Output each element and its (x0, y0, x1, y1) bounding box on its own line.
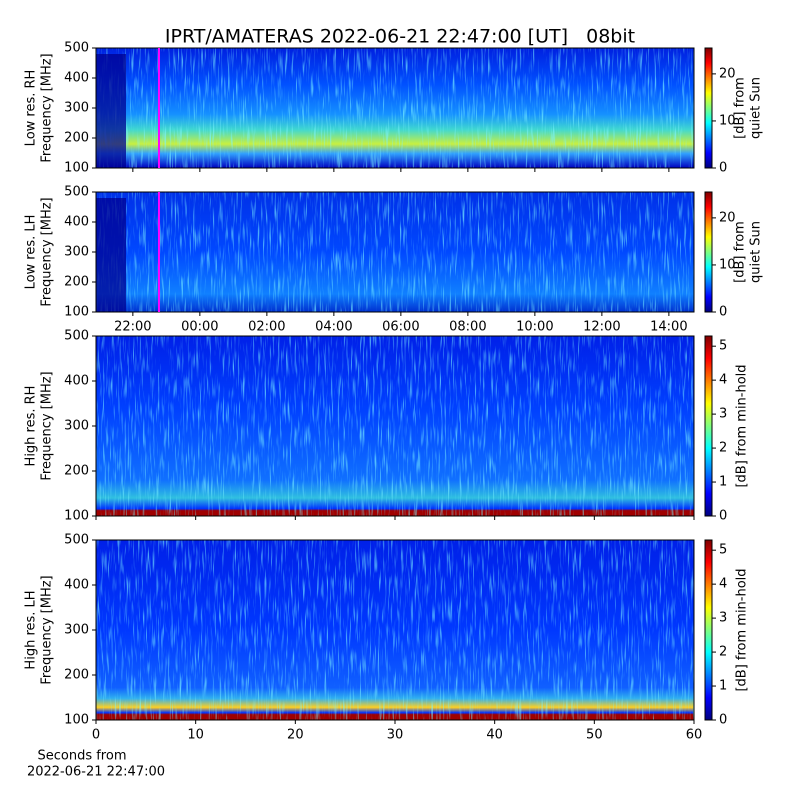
x-tick-label: 12:00 (583, 320, 620, 335)
y-tick-label: 300 (64, 419, 89, 434)
x-tick-label: 04:00 (315, 320, 352, 335)
x-tick-label: 60 (686, 728, 703, 743)
y-axis-label: Frequency [MHz] (40, 371, 55, 480)
colorbar-label: [dB] from (733, 77, 748, 139)
x-tick-label: 10 (187, 728, 204, 743)
y-axis-label: High res. RH (24, 386, 39, 467)
x-tick-label: 22:00 (114, 320, 151, 335)
colorbar-tick-label: 2 (719, 645, 727, 660)
colorbar-tick-label: 5 (719, 339, 727, 354)
spectrogram-texture (96, 192, 694, 312)
x-tick-label: 14:00 (650, 320, 687, 335)
colorbar-tick-label: 20 (719, 210, 736, 225)
colorbar-tick-label: 0 (719, 509, 727, 524)
colorbar-label: [dB] from (733, 221, 748, 283)
x-tick-label: 0 (92, 728, 100, 743)
x-tick-label: 08:00 (449, 320, 486, 335)
x-tick-label: 30 (387, 728, 404, 743)
x-axis-label: 2022-06-21 22:47:00 (27, 765, 165, 780)
x-axis-label: Seconds from (37, 749, 126, 764)
spectrogram-dark-band (96, 54, 126, 168)
spectrogram-texture (96, 540, 694, 720)
colorbar-tick-label: 0 (719, 713, 727, 728)
spectrogram-texture (96, 48, 694, 168)
x-tick-label: 06:00 (382, 320, 419, 335)
colorbar (704, 335, 713, 517)
y-tick-label: 200 (64, 131, 89, 146)
y-tick-label: 400 (64, 215, 89, 230)
y-axis-label: Low res. LH (24, 215, 39, 290)
y-tick-label: 200 (64, 275, 89, 290)
y-tick-label: 300 (64, 623, 89, 638)
x-tick-label: 20 (287, 728, 304, 743)
x-tick-label: 50 (586, 728, 603, 743)
spectrogram-texture (96, 336, 694, 516)
colorbar-tick-label: 10 (719, 113, 736, 128)
spectrogram-dark-band (96, 198, 126, 312)
x-tick-label: 00:00 (181, 320, 218, 335)
y-tick-label: 500 (64, 185, 89, 200)
colorbar (704, 47, 713, 169)
x-tick-label: 10:00 (516, 320, 553, 335)
y-axis-label: Frequency [MHz] (40, 53, 55, 162)
colorbar-label: quiet Sun (749, 221, 764, 283)
x-tick-label: 02:00 (248, 320, 285, 335)
colorbar-tick-label: 10 (719, 257, 736, 272)
y-tick-label: 500 (64, 329, 89, 344)
y-tick-label: 100 (64, 509, 89, 524)
colorbar-tick-label: 1 (719, 679, 727, 694)
colorbar-tick-label: 2 (719, 441, 727, 456)
colorbar (704, 539, 713, 721)
x-tick-label: 40 (486, 728, 503, 743)
y-tick-label: 300 (64, 245, 89, 260)
colorbar-label: quiet Sun (749, 77, 764, 139)
y-tick-label: 400 (64, 374, 89, 389)
y-tick-label: 400 (64, 578, 89, 593)
colorbar-tick-label: 5 (719, 543, 727, 558)
y-axis-label: Low res. RH (24, 70, 39, 147)
y-axis-label: Frequency [MHz] (40, 575, 55, 684)
y-tick-label: 300 (64, 101, 89, 116)
y-tick-label: 200 (64, 464, 89, 479)
y-tick-label: 100 (64, 161, 89, 176)
y-tick-label: 200 (64, 668, 89, 683)
y-tick-label: 100 (64, 713, 89, 728)
colorbar-label: [dB] from min-hold (735, 364, 750, 487)
y-tick-label: 100 (64, 305, 89, 320)
figure-title: IPRT/AMATERAS 2022-06-21 22:47:00 [UT] 0… (165, 26, 635, 48)
colorbar-tick-label: 3 (719, 407, 727, 422)
colorbar-tick-label: 3 (719, 611, 727, 626)
colorbar-tick-label: 1 (719, 475, 727, 490)
y-tick-label: 500 (64, 41, 89, 56)
colorbar-tick-label: 0 (719, 305, 727, 320)
y-axis-label: High res. LH (24, 590, 39, 669)
y-tick-label: 400 (64, 71, 89, 86)
colorbar-tick-label: 20 (719, 66, 736, 81)
colorbar (704, 191, 713, 313)
colorbar-tick-label: 0 (719, 161, 727, 176)
y-axis-label: Frequency [MHz] (40, 197, 55, 306)
colorbar-tick-label: 4 (719, 577, 727, 592)
colorbar-label: [dB] from min-hold (735, 568, 750, 691)
y-tick-label: 500 (64, 533, 89, 548)
colorbar-tick-label: 4 (719, 373, 727, 388)
